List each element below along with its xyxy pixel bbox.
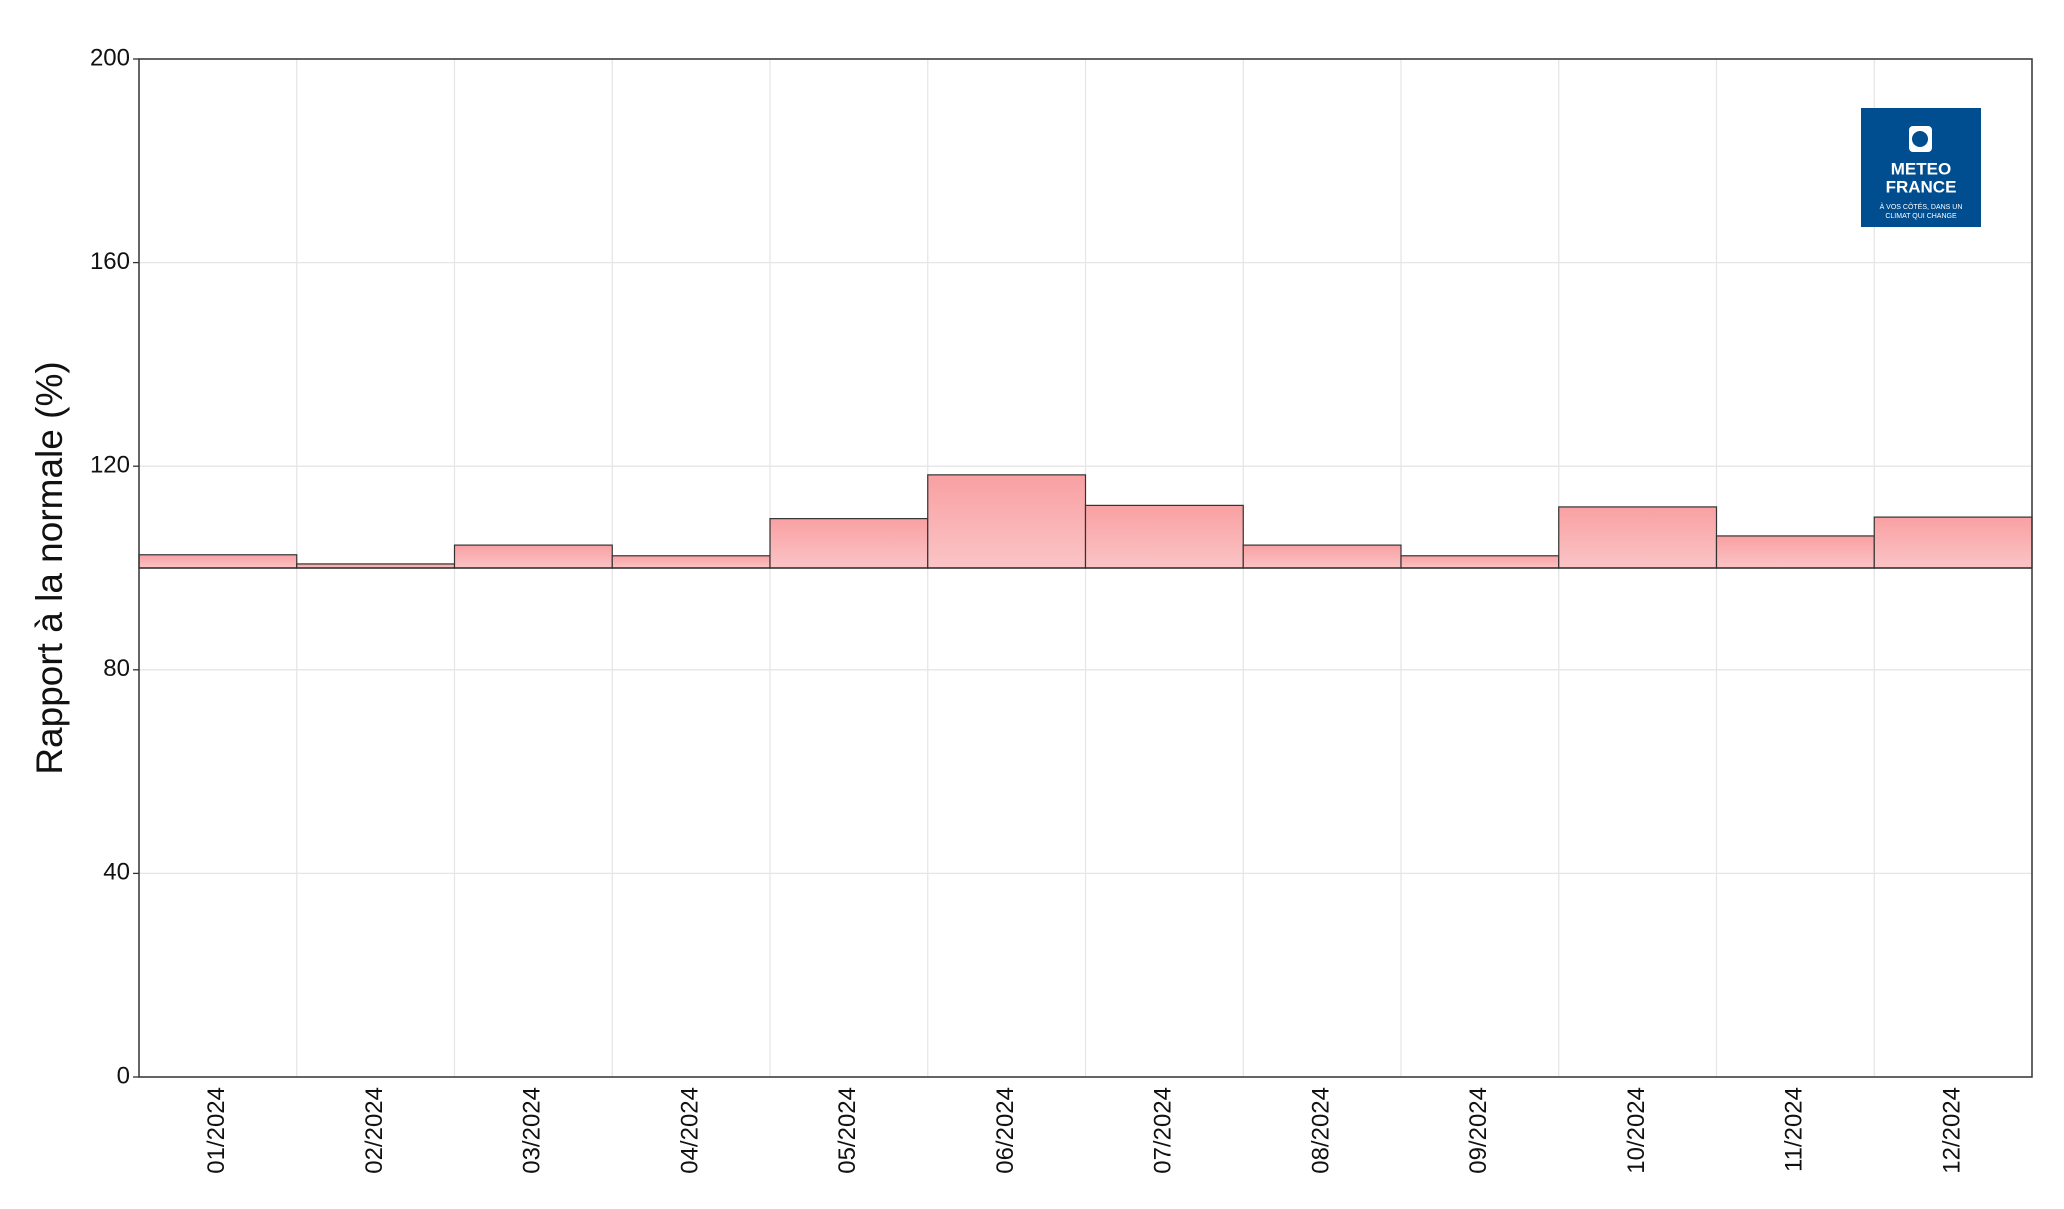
logo-tagline: CLIMAT QUI CHANGE (1885, 213, 1957, 220)
bar (138, 554, 298, 569)
bar (1873, 516, 2033, 569)
y-tick-label: 200 (90, 44, 130, 71)
bar (769, 518, 929, 569)
x-tick-label: 06/2024 (992, 1087, 1019, 1174)
y-axis-title: Rapport à la normale (%) (29, 361, 70, 774)
logo-icon (1912, 131, 1928, 147)
logo-text: FRANCE (1886, 177, 1957, 196)
logo: METEO FRANCE À VOS CÔTÉS, DANS UN CLIMAT… (1861, 108, 1981, 227)
bar (453, 544, 613, 569)
bar (1715, 535, 1875, 569)
x-tick-label: 10/2024 (1623, 1087, 1650, 1174)
x-tick-label: 04/2024 (676, 1087, 703, 1174)
x-tick-label: 11/2024 (1781, 1087, 1808, 1172)
bar (1242, 544, 1402, 569)
x-tick-label: 09/2024 (1465, 1087, 1492, 1174)
bar (1558, 506, 1718, 569)
logo-text: METEO (1891, 159, 1951, 178)
x-tick-label: 12/2024 (1938, 1087, 1965, 1174)
x-tick-label: 02/2024 (361, 1087, 388, 1174)
x-tick-label: 07/2024 (1150, 1087, 1177, 1174)
y-tick-label: 0 (117, 1062, 130, 1089)
x-tick-label: 01/2024 (203, 1087, 230, 1174)
y-tick-label: 120 (90, 452, 130, 479)
bar (611, 555, 771, 569)
y-tick-label: 40 (103, 859, 130, 886)
bar (927, 474, 1087, 569)
x-tick-label: 05/2024 (834, 1087, 861, 1174)
y-tick-label: 160 (90, 248, 130, 275)
bar (1084, 504, 1244, 569)
y-tick-label: 80 (103, 655, 130, 682)
logo-tagline: À VOS CÔTÉS, DANS UN (1880, 202, 1963, 211)
x-tick-label: 03/2024 (519, 1087, 546, 1174)
x-tick-label: 08/2024 (1307, 1087, 1334, 1174)
bar (1400, 555, 1560, 569)
bars (138, 474, 2033, 569)
